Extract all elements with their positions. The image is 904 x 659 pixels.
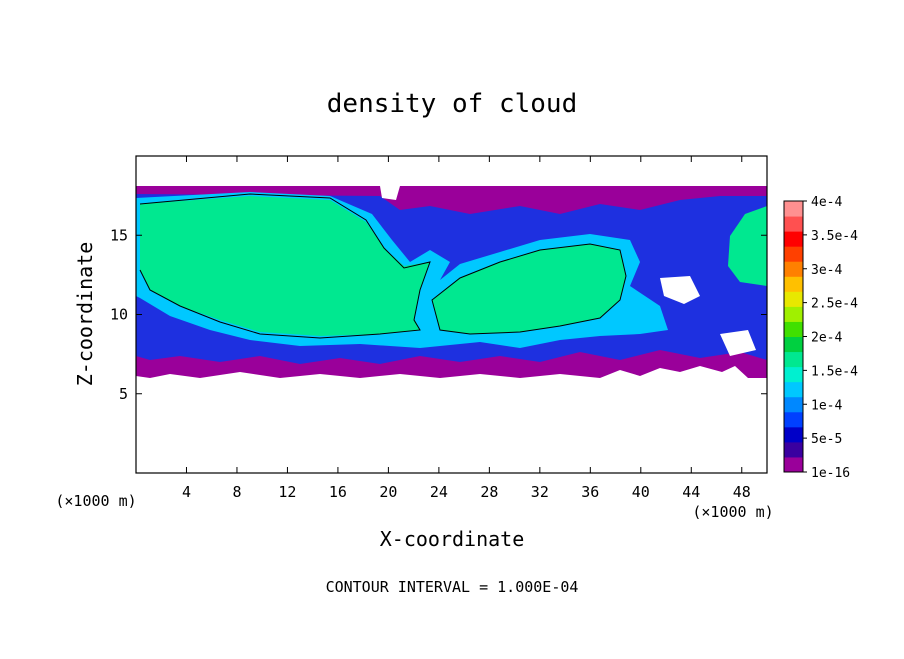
colorbar-label: 1e-4 [811,398,842,413]
contour-line-mid [431,243,627,335]
cloud-gap [720,330,756,356]
colorbar-label: 3e-4 [811,263,842,278]
x-tick-label: 4 [182,483,191,501]
cloud-green-core-left [140,196,430,336]
colorbar-swatch [784,336,803,353]
y-axis-ticks: 5 10 15 [110,226,767,403]
colorbar-swatch [784,231,803,247]
x-tick-label: 48 [733,483,751,501]
x-axis-unit: (×1000 m) [692,503,773,521]
cloud-gap [380,186,400,200]
cloud-gap [660,276,700,304]
colorbar-swatch [784,366,803,383]
x-tick-label: 24 [430,483,448,501]
x-axis-ticks: 4 8 12 16 20 24 28 32 36 40 44 48 [182,156,751,501]
x-tick-label: 44 [682,483,700,501]
colorbar-label: 4e-4 [811,195,842,210]
colorbar-swatch [784,276,803,292]
x-tick-label: 36 [581,483,599,501]
colorbar-swatch [784,306,803,322]
colorbar-swatch [784,426,803,443]
colorbar-swatch [784,216,803,232]
x-tick-label: 40 [632,483,650,501]
contour-interval-note: CONTOUR INTERVAL = 1.000E-04 [326,578,579,596]
colorbar-label: 3.5e-4 [811,229,858,244]
colorbar-label: 5e-5 [811,432,842,447]
colorbar-label: 2.5e-4 [811,297,858,312]
colorbar: 4e-4 3.5e-4 3e-4 2.5e-4 2e-4 1.5e-4 1e-4 5e-5 1e… [783,195,858,481]
x-tick-label: 32 [531,483,549,501]
x-tick-label: 12 [278,483,296,501]
y-axis-label: Z-coordinate [73,242,97,387]
x-tick-label: 16 [329,483,347,501]
colorbar-label: 1.5e-4 [811,364,858,379]
colorbar-swatch [784,201,803,217]
cloud-green-core-right [728,206,767,286]
colorbar-label: 1e-16 [811,466,850,481]
colorbar-swatch [784,396,803,413]
chart-title: density of cloud [327,89,577,119]
contour-line [139,193,431,339]
colorbar-swatch [784,246,803,262]
colorbar-swatch [784,381,803,398]
colorbar-swatch [784,321,803,337]
cloud-field [136,186,767,378]
colorbar-label: 2e-4 [811,331,842,346]
x-axis-label: X-coordinate [380,527,525,551]
y-tick-label: 5 [119,385,128,403]
x-tick-label: 28 [480,483,498,501]
y-tick-label: 10 [110,306,128,324]
colorbar-swatch [784,441,803,458]
cloud-green-core-mid [432,244,626,334]
colorbar-swatch [784,351,803,368]
colorbar-swatch [784,291,803,307]
x-tick-label: 8 [232,483,241,501]
colorbar-swatch [784,456,803,473]
y-tick-label: 15 [110,226,128,244]
x-tick-label: 20 [379,483,397,501]
y-axis-unit: (×1000 m) [55,492,136,510]
colorbar-swatch [784,261,803,277]
colorbar-swatch [784,411,803,428]
